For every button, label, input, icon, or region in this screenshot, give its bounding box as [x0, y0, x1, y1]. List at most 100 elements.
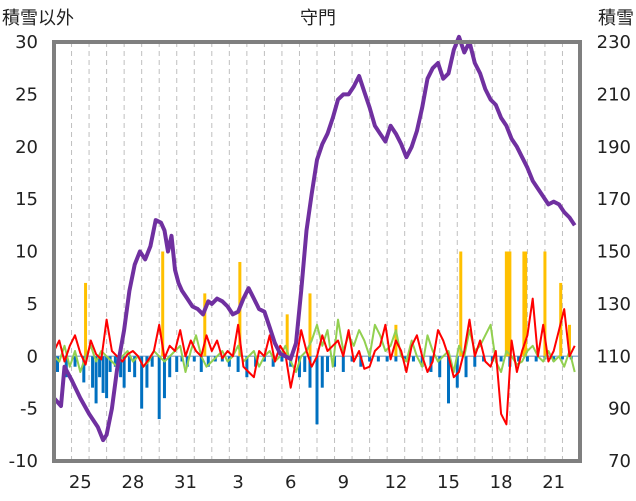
line-series: [52, 34, 577, 443]
precip-bars-bar: [543, 251, 547, 357]
snow-depth-line: [52, 34, 577, 443]
y-right-tick-label: 190: [597, 137, 631, 158]
snowfall-bars-bar: [145, 356, 149, 388]
y-right-tick-label: 210: [597, 84, 631, 105]
y-left-tick-label: 20: [15, 137, 38, 158]
snowfall-bars-bar: [320, 356, 324, 388]
snowfall-bars-bar: [175, 356, 179, 372]
snowfall-bars-bar: [168, 356, 172, 378]
snowfall-bars-bar: [82, 356, 86, 383]
snowfall-bars-bar: [119, 356, 123, 378]
y-left-tick-label: 5: [27, 294, 38, 315]
snowfall-bars-bar: [105, 356, 109, 399]
y-left-tick-label: 10: [15, 242, 38, 263]
y-left-tick-label: 25: [15, 84, 38, 105]
y-left-tick-label: -5: [20, 399, 38, 420]
snowfall-bars-bar: [254, 356, 258, 367]
snowfall-bars-bar: [280, 356, 284, 362]
y-left-tick-label: 30: [15, 32, 38, 53]
precip-bars-bar: [459, 251, 463, 357]
precip-bars-bar: [522, 251, 526, 357]
y-right-tick-label: 230: [597, 32, 631, 53]
y-right-tick-label: 110: [597, 346, 631, 367]
plot-frame: [52, 40, 582, 463]
snowfall-bars-bar: [140, 356, 144, 409]
snowfall-bars-bar: [199, 356, 203, 372]
snowfall-bars-bar: [127, 356, 131, 372]
y-right-tick-label: 130: [597, 294, 631, 315]
precip-bars-bar: [203, 293, 207, 357]
snowfall-bars-bar: [133, 356, 137, 378]
snowfall-bars-bar: [438, 356, 442, 378]
snowfall-bars-bar: [192, 356, 196, 362]
snowfall-bars-bar: [303, 356, 307, 372]
snowfall-bars-bar: [56, 356, 60, 372]
precip-bars-bar: [567, 324, 571, 357]
snowfall-bars-bar: [101, 356, 105, 393]
y-left-tick-label: 15: [15, 189, 38, 210]
y-right-tick-label: 150: [597, 242, 631, 263]
snowfall-bars-bar: [98, 356, 102, 378]
temperature-red-line: [53, 297, 576, 426]
x-tick-label: 12: [384, 472, 407, 493]
snowfall-bars-bar: [236, 356, 240, 372]
snowfall-bars-bar: [227, 356, 231, 367]
x-tick-label: 18: [490, 472, 513, 493]
precip-bars-bar: [506, 251, 510, 357]
x-tick-label: 3: [232, 472, 243, 493]
snowfall-bars-bar: [94, 356, 98, 404]
snowfall-bars-bar: [464, 356, 468, 378]
snowfall-bars-bar: [122, 356, 126, 388]
x-tick-label: 21: [542, 472, 565, 493]
snowfall-bars-bar: [297, 356, 301, 378]
precip-bars-bar: [161, 251, 165, 357]
snowfall-bars-bar: [482, 356, 486, 362]
y-left-tick-label: 0: [27, 346, 38, 367]
snowfall-bars-bar: [394, 356, 398, 362]
snowfall-bars-bar: [368, 356, 372, 362]
precip-bars-bar: [285, 314, 289, 357]
snowfall-bars-bar: [162, 356, 166, 399]
snowfall-bars-bar: [385, 356, 389, 362]
snowfall-bars-bar: [315, 356, 319, 425]
snowfall-bars-bar: [447, 356, 450, 404]
snowfall-bars-bar: [91, 356, 95, 388]
y-right-tick-label: 170: [597, 189, 631, 210]
snowfall-bars-bar: [108, 356, 112, 372]
snowfall-bars-bar: [534, 356, 538, 362]
snowfall-bars-bar: [262, 356, 266, 362]
snowfall-bars-bar: [271, 356, 275, 367]
y-right-tick-label: 70: [608, 451, 631, 472]
snowfall-bars-bar: [157, 356, 161, 420]
x-tick-label: 15: [437, 472, 460, 493]
precip-bars-bar: [504, 251, 508, 357]
x-tick-label: 28: [121, 472, 144, 493]
x-tick-label: 6: [285, 472, 296, 493]
y-left-tick-label: -10: [9, 451, 38, 472]
snowfall-bars-bar: [376, 356, 380, 362]
snowfall-bars-bar: [150, 356, 154, 367]
snowfall-bars-bar: [326, 356, 330, 372]
snowfall-bars-bar: [359, 356, 363, 367]
snowfall-bars-bar: [245, 356, 249, 378]
x-tick-label: 9: [338, 472, 349, 493]
precip-bars-bar: [508, 251, 512, 357]
x-tick-label: 31: [174, 472, 197, 493]
precip-bars-bar: [524, 251, 528, 357]
x-tick-label: 25: [69, 472, 92, 493]
snowfall-bars-bar: [560, 356, 564, 360]
y-right-tick-label: 90: [608, 399, 631, 420]
snowfall-bars-bar: [73, 356, 77, 367]
chart-title: 守門: [300, 8, 336, 29]
snowfall-bars-bar: [411, 356, 415, 362]
snowfall-bars-bar: [499, 356, 503, 362]
snowfall-bars-bar: [473, 356, 477, 367]
snowfall-bars-bar: [517, 356, 521, 362]
snowfall-bars-bar: [552, 356, 556, 362]
precip-bars-bar: [308, 293, 312, 357]
snowfall-bars-bar: [455, 356, 459, 388]
snowfall-bars-bar: [350, 356, 354, 362]
precip-bars-bar: [84, 282, 88, 357]
